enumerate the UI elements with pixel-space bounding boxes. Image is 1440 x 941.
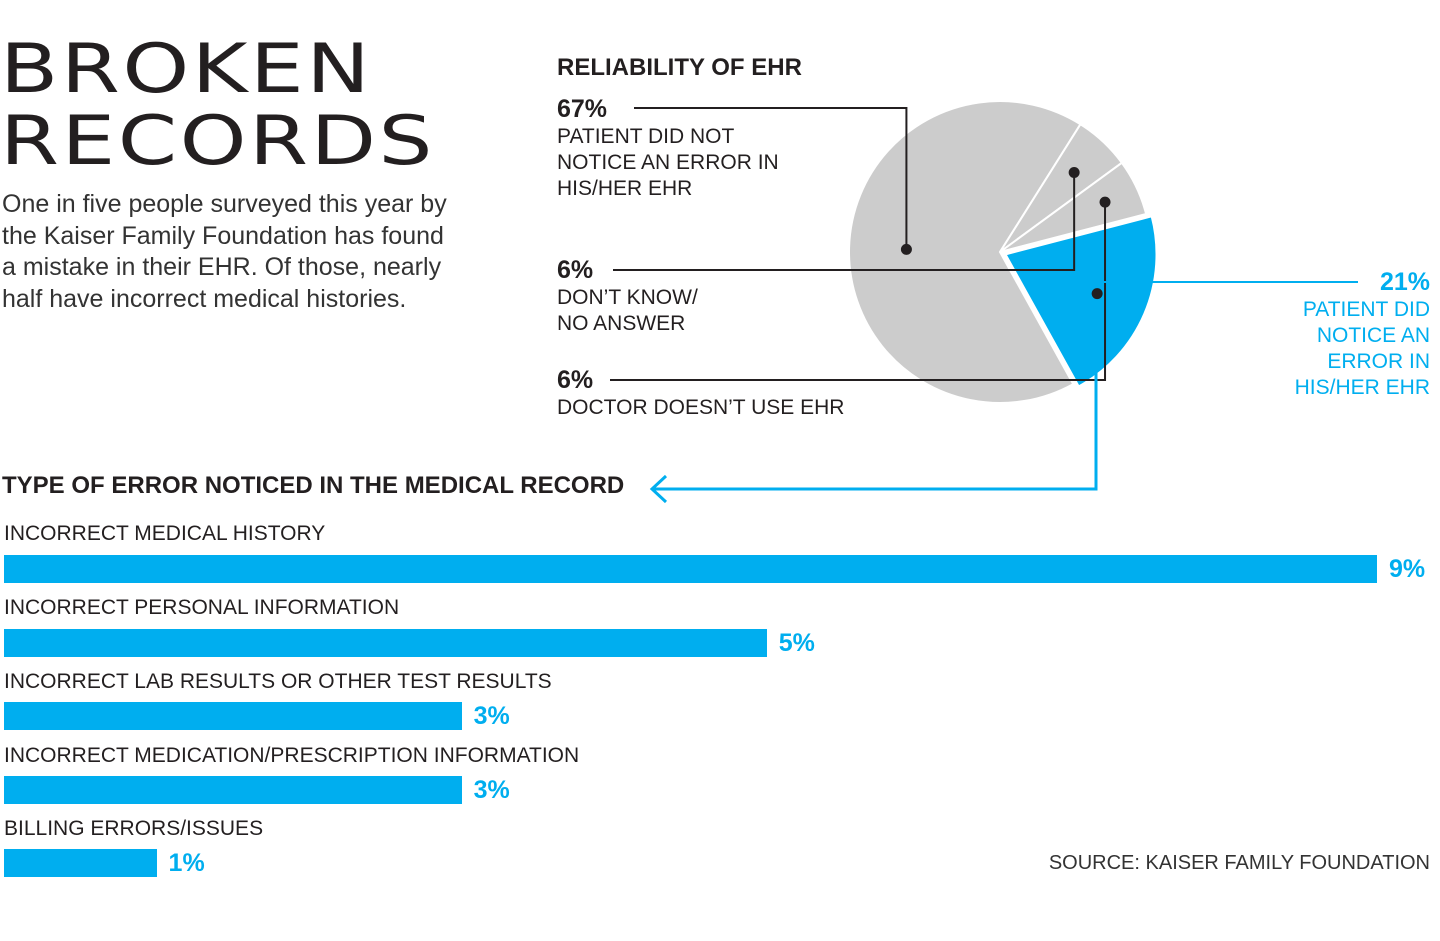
bar-chart-title: TYPE OF ERROR NOTICED IN THE MEDICAL REC… bbox=[2, 472, 625, 499]
pie-pct-no-ehr: 6% bbox=[557, 366, 594, 394]
pie-label-dont-know: 6% DON’T KNOW/ NO ANSWER bbox=[557, 255, 727, 337]
pie-pct-no-error: 67% bbox=[557, 95, 608, 123]
page-title: BROKEN RECORDS bbox=[0, 34, 435, 178]
pie-text-dont-know: DON’T KNOW/ NO ANSWER bbox=[557, 286, 698, 335]
bar-category-label: INCORRECT MEDICATION/PRESCRIPTION INFORM… bbox=[4, 744, 580, 767]
pie-dot bbox=[1091, 288, 1103, 300]
bar bbox=[4, 776, 462, 804]
source-note: SOURCE: KAISER FAMILY FOUNDATION bbox=[1048, 852, 1430, 874]
connector-line bbox=[652, 368, 1098, 491]
pie-dot bbox=[1099, 196, 1111, 208]
bar bbox=[4, 702, 462, 730]
pie-label-noticed-error: 21% PATIENT DID NOTICE AN ERROR IN HIS/H… bbox=[1280, 267, 1430, 401]
title-line-2: RECORDS bbox=[0, 102, 435, 181]
bar-value-label: 3% bbox=[473, 702, 510, 730]
pie-pct-noticed-error: 21% bbox=[1379, 268, 1430, 296]
bar-value-label: 9% bbox=[1389, 555, 1426, 583]
leader-no-error bbox=[634, 107, 908, 250]
bar bbox=[4, 629, 767, 657]
pie-dot bbox=[900, 243, 912, 255]
pie-label-no-ehr: 6% DOCTOR DOESN’T USE EHR bbox=[557, 365, 877, 421]
bar-category-label: INCORRECT MEDICAL HISTORY bbox=[4, 522, 326, 545]
pie-text-no-error: PATIENT DID NOT NOTICE AN ERROR IN HIS/H… bbox=[557, 125, 779, 200]
pie-text-noticed-error: PATIENT DID NOTICE AN ERROR IN HIS/HER E… bbox=[1294, 298, 1430, 399]
bar-value-label: 5% bbox=[778, 629, 815, 657]
title-line-1: BROKEN bbox=[0, 30, 373, 109]
bar-category-label: BILLING ERRORS/ISSUES bbox=[4, 817, 264, 840]
pie-chart-title: RELIABILITY OF EHR bbox=[557, 54, 802, 81]
pie-pct-dont-know: 6% bbox=[557, 256, 594, 284]
leader-dont-know bbox=[613, 172, 1076, 271]
bar-value-label: 1% bbox=[168, 849, 205, 877]
pie-dot bbox=[1068, 166, 1080, 178]
pie-chart bbox=[610, 100, 1358, 504]
bar-value-label: 3% bbox=[473, 776, 510, 804]
pie-text-no-ehr: DOCTOR DOESN’T USE EHR bbox=[557, 396, 845, 419]
bar bbox=[4, 849, 157, 877]
leader-no-ehr bbox=[610, 202, 1107, 381]
bar bbox=[4, 555, 1377, 583]
pie-label-no-error: 67% PATIENT DID NOT NOTICE AN ERROR IN H… bbox=[557, 94, 797, 202]
intro-text: One in five people surveyed this year by… bbox=[2, 190, 447, 313]
bar-category-label: INCORRECT PERSONAL INFORMATION bbox=[4, 596, 400, 619]
pie-slice-no-ehr bbox=[999, 161, 1148, 253]
arrow-left-icon bbox=[649, 474, 668, 504]
bar-category-label: INCORRECT LAB RESULTS OR OTHER TEST RESU… bbox=[4, 670, 552, 693]
